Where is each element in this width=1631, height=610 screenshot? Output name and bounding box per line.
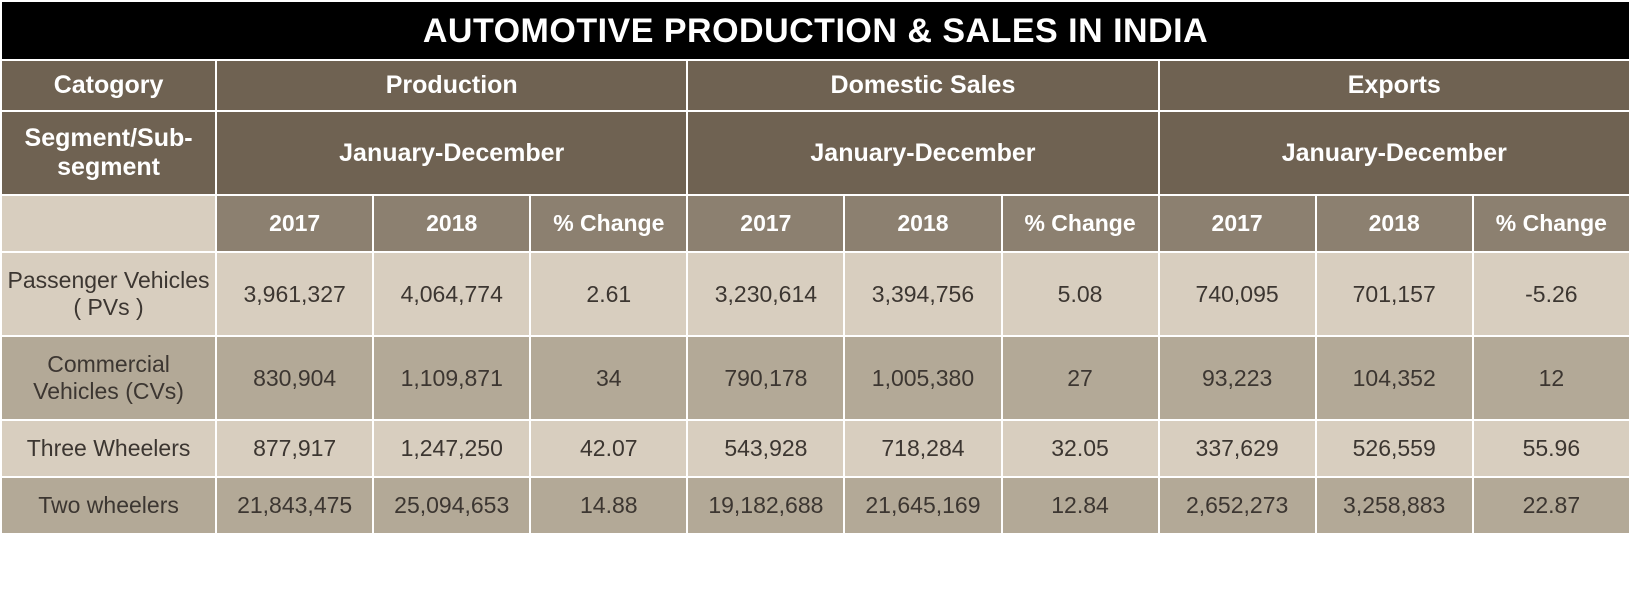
table-row: Two wheelers 21,843,475 25,094,653 14.88… xyxy=(2,478,1629,533)
cell-segment: Commercial Vehicles (CVs) xyxy=(2,337,215,419)
cell-value: 25,094,653 xyxy=(374,478,529,533)
cell-value: 2,652,273 xyxy=(1160,478,1315,533)
cell-value: 1,005,380 xyxy=(845,337,1000,419)
cell-value: -5.26 xyxy=(1474,253,1629,335)
cell-value: 830,904 xyxy=(217,337,372,419)
cell-value: 12.84 xyxy=(1003,478,1158,533)
cell-value: 3,230,614 xyxy=(688,253,843,335)
cell-value: 718,284 xyxy=(845,421,1000,476)
cell-value: 3,258,883 xyxy=(1317,478,1472,533)
cell-value: 21,843,475 xyxy=(217,478,372,533)
header-row-period: Segment/Sub-segment January-December Jan… xyxy=(2,112,1629,194)
table-body: Passenger Vehicles ( PVs ) 3,961,327 4,0… xyxy=(2,253,1629,533)
cell-value: 3,961,327 xyxy=(217,253,372,335)
hdr-exports: Exports xyxy=(1160,61,1629,110)
header-row-category: Catogory Production Domestic Sales Expor… xyxy=(2,61,1629,110)
cell-value: 337,629 xyxy=(1160,421,1315,476)
cell-value: 543,928 xyxy=(688,421,843,476)
hdr-period-domestic: January-December xyxy=(688,112,1157,194)
hdr-domestic-sales: Domestic Sales xyxy=(688,61,1157,110)
hdr-dom-2018: 2018 xyxy=(845,196,1000,251)
cell-value: 27 xyxy=(1003,337,1158,419)
cell-value: 4,064,774 xyxy=(374,253,529,335)
cell-value: 790,178 xyxy=(688,337,843,419)
cell-value: 93,223 xyxy=(1160,337,1315,419)
automotive-table: AUTOMOTIVE PRODUCTION & SALES IN INDIA C… xyxy=(0,0,1631,535)
hdr-blank xyxy=(2,196,215,251)
cell-value: 34 xyxy=(531,337,686,419)
table-container: AUTOMOTIVE PRODUCTION & SALES IN INDIA C… xyxy=(0,0,1631,535)
cell-value: 22.87 xyxy=(1474,478,1629,533)
cell-value: 526,559 xyxy=(1317,421,1472,476)
cell-value: 32.05 xyxy=(1003,421,1158,476)
table-row: Passenger Vehicles ( PVs ) 3,961,327 4,0… xyxy=(2,253,1629,335)
cell-value: 1,247,250 xyxy=(374,421,529,476)
cell-value: 55.96 xyxy=(1474,421,1629,476)
hdr-period-exports: January-December xyxy=(1160,112,1629,194)
cell-segment: Two wheelers xyxy=(2,478,215,533)
hdr-production: Production xyxy=(217,61,686,110)
cell-value: 21,645,169 xyxy=(845,478,1000,533)
cell-value: 12 xyxy=(1474,337,1629,419)
cell-value: 701,157 xyxy=(1317,253,1472,335)
cell-value: 740,095 xyxy=(1160,253,1315,335)
cell-value: 5.08 xyxy=(1003,253,1158,335)
table-title: AUTOMOTIVE PRODUCTION & SALES IN INDIA xyxy=(2,2,1629,59)
cell-value: 3,394,756 xyxy=(845,253,1000,335)
cell-segment: Passenger Vehicles ( PVs ) xyxy=(2,253,215,335)
cell-value: 1,109,871 xyxy=(374,337,529,419)
title-row: AUTOMOTIVE PRODUCTION & SALES IN INDIA xyxy=(2,2,1629,59)
header-row-years: 2017 2018 % Change 2017 2018 % Change 20… xyxy=(2,196,1629,251)
hdr-period-production: January-December xyxy=(217,112,686,194)
hdr-segment: Segment/Sub-segment xyxy=(2,112,215,194)
table-row: Commercial Vehicles (CVs) 830,904 1,109,… xyxy=(2,337,1629,419)
hdr-prod-2018: 2018 xyxy=(374,196,529,251)
hdr-prod-2017: 2017 xyxy=(217,196,372,251)
cell-value: 14.88 xyxy=(531,478,686,533)
table-row: Three Wheelers 877,917 1,247,250 42.07 5… xyxy=(2,421,1629,476)
cell-value: 2.61 xyxy=(531,253,686,335)
hdr-prod-pct: % Change xyxy=(531,196,686,251)
hdr-dom-2017: 2017 xyxy=(688,196,843,251)
hdr-category: Catogory xyxy=(2,61,215,110)
cell-value: 19,182,688 xyxy=(688,478,843,533)
cell-segment: Three Wheelers xyxy=(2,421,215,476)
hdr-dom-pct: % Change xyxy=(1003,196,1158,251)
hdr-exp-2017: 2017 xyxy=(1160,196,1315,251)
cell-value: 104,352 xyxy=(1317,337,1472,419)
hdr-exp-2018: 2018 xyxy=(1317,196,1472,251)
hdr-exp-pct: % Change xyxy=(1474,196,1629,251)
cell-value: 877,917 xyxy=(217,421,372,476)
cell-value: 42.07 xyxy=(531,421,686,476)
